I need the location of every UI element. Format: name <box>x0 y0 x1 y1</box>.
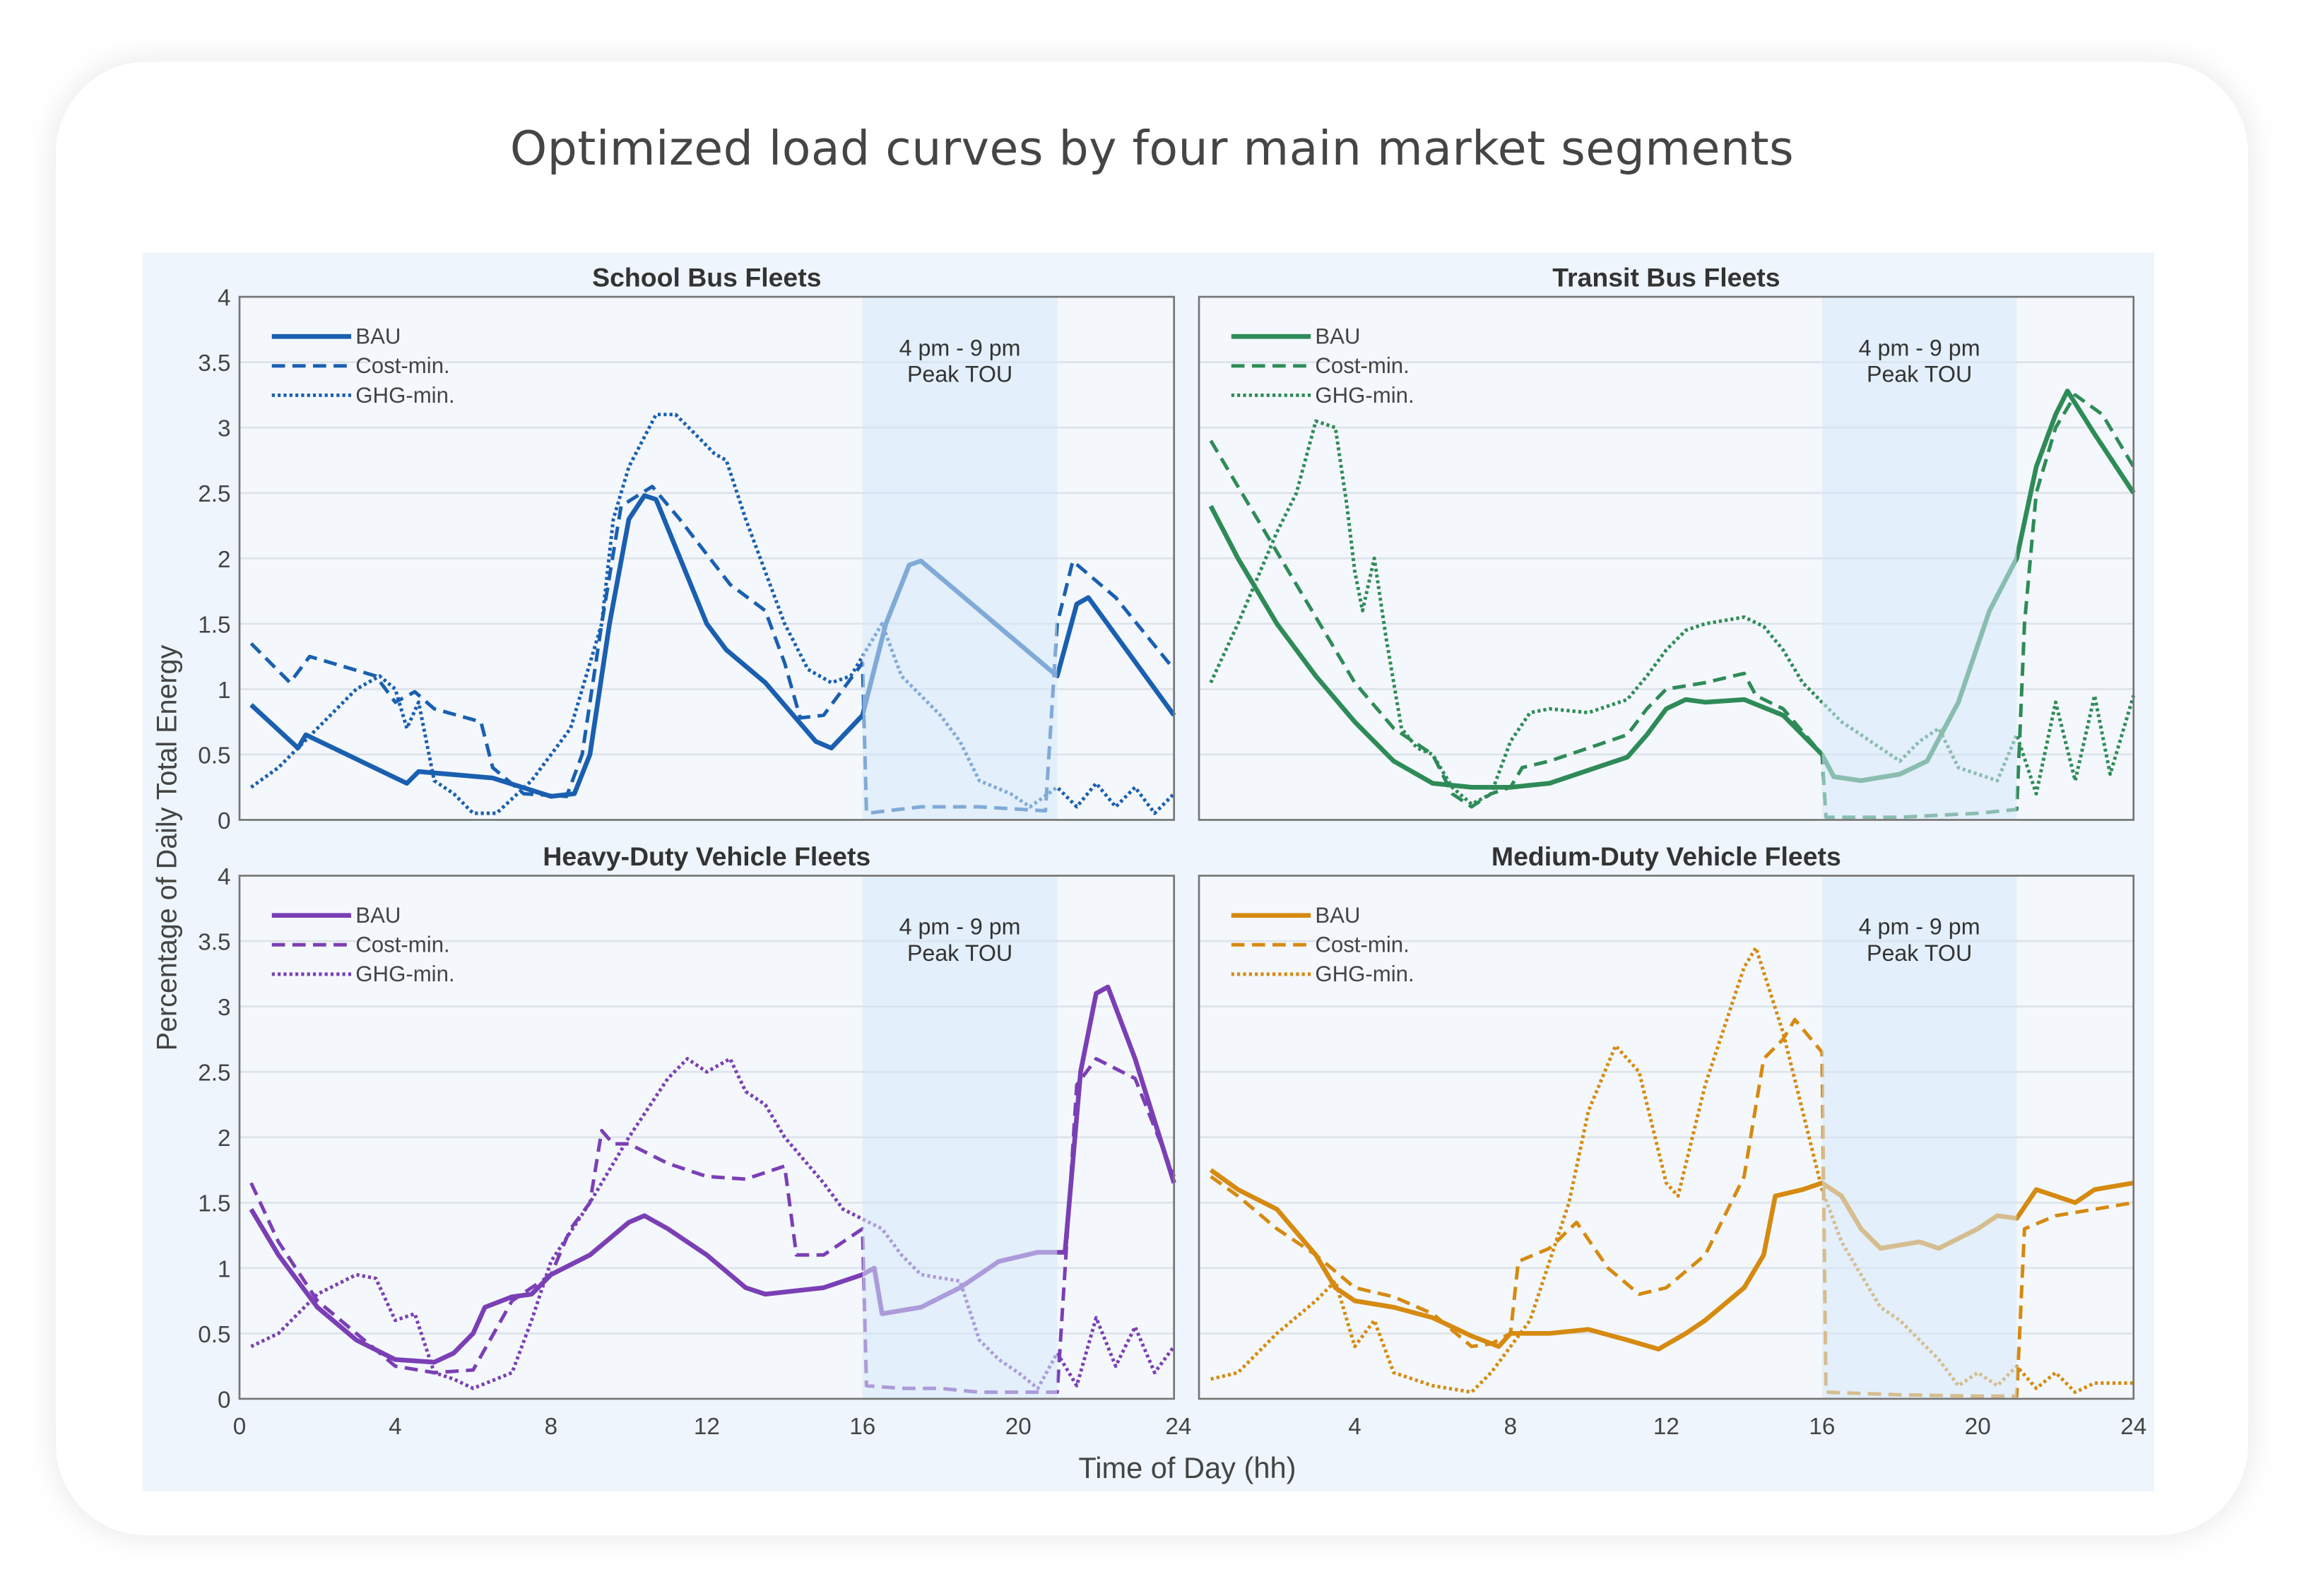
peak-band-label: 4 pm - 9 pm <box>1859 335 1980 360</box>
peak-band-label: Peak TOU <box>907 940 1012 966</box>
y-tick-label: 3.5 <box>198 930 230 956</box>
legend-label: GHG-min. <box>1315 962 1414 986</box>
legend-label: GHG-min. <box>355 383 454 408</box>
peak-tou-band <box>1821 297 2017 820</box>
plot-frame <box>1198 295 2135 821</box>
y-tick-label: 1.5 <box>198 612 230 638</box>
panel-3: 0 0.5 1 1.5 2 2.5 3 3.5 4 0 4 8 12 16 20 24 Heavy-Duty V… <box>198 841 1191 1440</box>
panel-1: 0 0.5 1 1.5 2 2.5 3 3.5 4 School Bus Fleets 4 pm -… <box>198 263 1176 834</box>
x-tick-label: 16 <box>1809 1414 1835 1440</box>
panel-title: Heavy-Duty Vehicle Fleets <box>543 841 870 871</box>
legend-label: GHG-min. <box>1315 383 1414 408</box>
peak-band-label: Peak TOU <box>907 362 1012 387</box>
page-title: Optimized load curves by four main marke… <box>509 120 1795 177</box>
x-tick-label: 0 <box>233 1414 247 1440</box>
y-tick-label: 1 <box>218 1256 231 1282</box>
x-tick-label: 8 <box>545 1414 558 1440</box>
y-tick-label: 3 <box>218 995 231 1021</box>
series-line-ghg-min <box>250 1057 1176 1390</box>
y-tick-label: 4 <box>218 864 231 890</box>
x-axis-label: Time of Day (hh) <box>1078 1451 1296 1484</box>
series-line-cost-min <box>249 485 1176 815</box>
x-tick-label: 16 <box>849 1414 875 1440</box>
plot-frame <box>238 295 1176 821</box>
plot-frame <box>1198 875 2135 1400</box>
y-tick-label: 1 <box>218 678 231 704</box>
legend-label: BAU <box>355 903 401 928</box>
y-tick-label: 0 <box>218 1387 231 1413</box>
peak-band-label: 4 pm - 9 pm <box>899 914 1021 940</box>
y-tick-label: 1.5 <box>198 1191 230 1217</box>
y-tick-label: 0.5 <box>198 1322 230 1348</box>
peak-tou-band <box>862 875 1058 1399</box>
legend-label: Cost-min. <box>1315 353 1409 378</box>
x-tick-label: 12 <box>694 1414 720 1440</box>
y-tick-label: 3 <box>218 416 231 442</box>
legend-label: GHG-min. <box>355 962 454 986</box>
panel-title: Medium-Duty Vehicle Fleets <box>1491 841 1841 871</box>
y-tick-label: 0.5 <box>198 743 230 769</box>
panel-4: 4 8 12 16 20 24 Medium-Duty Vehicle Fleets 4 pm… <box>1198 841 2146 1440</box>
peak-tou-band <box>862 297 1058 820</box>
y-tick-label: 2.5 <box>198 481 230 507</box>
x-tick-label: 8 <box>1504 1414 1518 1440</box>
x-tick-label: 24 <box>2120 1414 2146 1440</box>
y-tick-label: 0 <box>218 808 231 834</box>
y-tick-label: 2 <box>218 1125 231 1152</box>
x-tick-label: 24 <box>1165 1414 1191 1440</box>
series-line-cost-min <box>1209 393 2135 820</box>
panel-title: School Bus Fleets <box>592 263 821 292</box>
x-tick-label: 20 <box>1005 1414 1032 1440</box>
x-tick-label: 4 <box>389 1414 402 1440</box>
legend-label: Cost-min. <box>1315 933 1409 957</box>
peak-band-label: Peak TOU <box>1867 362 1972 387</box>
x-tick-label: 4 <box>1348 1414 1361 1440</box>
legend-label: BAU <box>355 324 401 349</box>
x-tick-label: 20 <box>1965 1414 1991 1440</box>
series-line-cost-min <box>1210 1017 2134 1398</box>
y-tick-label: 2 <box>218 547 231 573</box>
series-line-ghg-min <box>1209 419 2136 806</box>
y-tick-label: 2.5 <box>198 1060 230 1087</box>
peak-band-label: 4 pm - 9 pm <box>899 335 1021 360</box>
plot-frame <box>238 875 1176 1400</box>
peak-band-label: Peak TOU <box>1867 940 1972 966</box>
series-line-ghg-min <box>1210 945 2134 1395</box>
peak-tou-band <box>1821 875 2017 1399</box>
legend-label: Cost-min. <box>355 353 449 378</box>
y-tick-label: 4 <box>218 285 231 312</box>
peak-band-label: 4 pm - 9 pm <box>1859 914 1980 940</box>
x-tick-label: 12 <box>1653 1414 1679 1440</box>
panel-title: Transit Bus Fleets <box>1552 263 1780 292</box>
y-tick-label: 3.5 <box>198 350 230 377</box>
legend-label: Cost-min. <box>355 933 449 957</box>
legend-label: BAU <box>1315 324 1360 349</box>
y-axis-label: Percentage of Daily Total Energy <box>152 644 183 1051</box>
legend-label: BAU <box>1315 903 1360 928</box>
